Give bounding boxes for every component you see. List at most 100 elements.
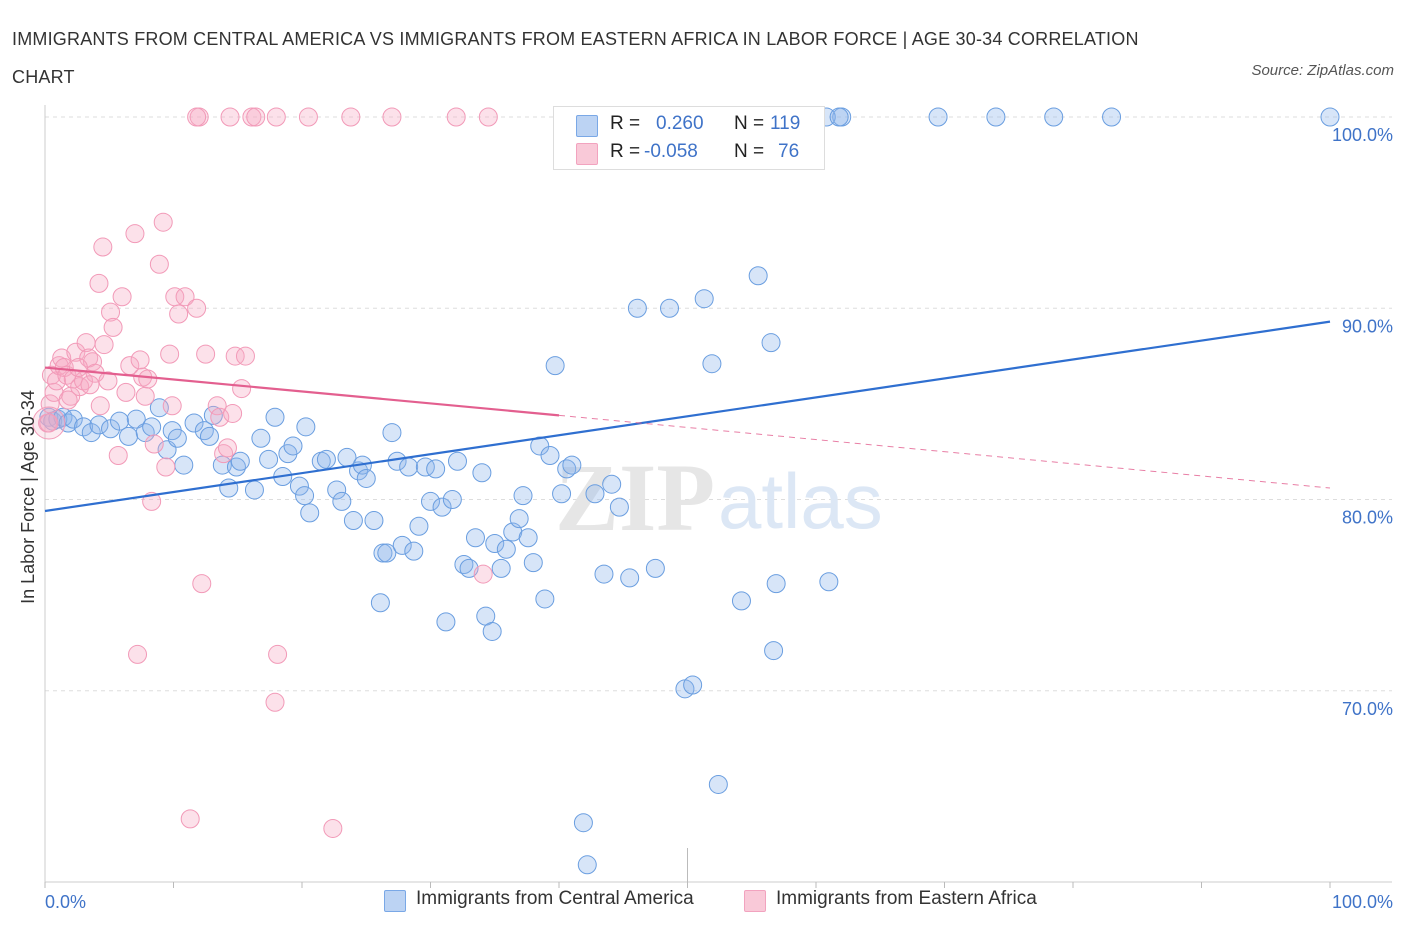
point-central-america: [370, 593, 390, 613]
point-eastern-africa: [220, 107, 240, 127]
point-eastern-africa: [298, 107, 318, 127]
point-central-america: [219, 478, 239, 498]
point-eastern-africa: [169, 304, 189, 324]
point-eastern-africa: [98, 371, 118, 391]
n-label: N =: [734, 141, 765, 162]
point-central-america: [119, 426, 139, 446]
point-eastern-africa: [80, 375, 100, 395]
point-central-america: [364, 511, 384, 531]
point-central-america: [58, 413, 78, 433]
point-central-america: [399, 457, 419, 477]
point-central-america: [766, 574, 786, 594]
point-central-america: [203, 405, 223, 425]
point-central-america: [1102, 107, 1122, 127]
watermark-zip: ZIP: [555, 444, 715, 551]
r-value: 0.260: [656, 113, 704, 134]
point-central-america: [226, 457, 246, 477]
point-eastern-africa: [265, 692, 285, 712]
point-central-america: [283, 436, 303, 456]
point-central-america: [174, 455, 194, 475]
point-eastern-africa: [232, 379, 252, 399]
point-central-america: [295, 486, 315, 506]
point-central-america: [332, 491, 352, 511]
point-central-america: [518, 528, 538, 548]
point-central-america: [447, 451, 467, 471]
point-eastern-africa: [478, 107, 498, 127]
n-label: N =: [734, 113, 765, 134]
axes: [44, 105, 1392, 888]
point-central-america: [343, 511, 363, 531]
point-eastern-africa: [207, 396, 227, 416]
trend-lines: [44, 320, 1331, 513]
trend-line-dashed-eastern-africa: [558, 414, 1331, 489]
point-eastern-africa: [225, 346, 245, 366]
point-central-america: [731, 591, 751, 611]
point-eastern-africa: [210, 407, 230, 427]
x-tick-max: 100.0%: [1332, 892, 1393, 912]
point-eastern-africa: [128, 644, 148, 664]
point-central-america: [627, 298, 647, 318]
point-eastern-africa: [144, 434, 164, 454]
point-central-america: [557, 459, 577, 479]
point-central-america: [316, 449, 336, 469]
point-eastern-africa: [112, 287, 132, 307]
point-eastern-africa: [214, 444, 234, 464]
point-central-america: [184, 413, 204, 433]
point-central-america: [251, 428, 271, 448]
point-eastern-africa-cluster: [32, 406, 66, 440]
y-tick-label: 80.0%: [1342, 508, 1393, 528]
y-tick-label: 90.0%: [1342, 316, 1393, 336]
point-central-america: [230, 451, 250, 471]
point-eastern-africa: [135, 386, 155, 406]
x-tick-min: 0.0%: [45, 892, 86, 912]
point-eastern-africa: [266, 107, 286, 127]
point-central-america: [259, 449, 279, 469]
point-central-america: [513, 486, 533, 506]
point-eastern-africa: [446, 107, 466, 127]
point-central-america: [436, 612, 456, 632]
trend-line-central-america: [44, 320, 1331, 513]
point-eastern-africa: [156, 457, 176, 477]
point-eastern-africa: [39, 413, 59, 433]
swatch-central-america: [576, 115, 598, 137]
y-axis-label: In Labor Force | Age 30-34: [18, 390, 38, 604]
point-eastern-africa: [187, 298, 207, 318]
point-eastern-africa: [473, 564, 493, 584]
point-central-america: [167, 428, 187, 448]
point-eastern-africa: [101, 302, 121, 322]
point-central-america: [392, 535, 412, 555]
point-eastern-africa: [116, 382, 136, 402]
point-central-america: [194, 421, 214, 441]
point-central-america: [199, 426, 219, 446]
r-label: R =: [610, 113, 641, 134]
point-central-america: [289, 476, 309, 496]
point-eastern-africa: [187, 107, 207, 127]
point-eastern-africa: [130, 350, 150, 370]
swatch-eastern-africa: [576, 143, 598, 165]
point-eastern-africa: [138, 369, 158, 389]
point-central-america: [577, 855, 597, 875]
point-central-america: [694, 289, 714, 309]
point-central-america: [472, 463, 492, 483]
point-eastern-africa: [341, 107, 361, 127]
point-eastern-africa: [382, 107, 402, 127]
point-eastern-africa: [83, 352, 103, 372]
point-eastern-africa: [125, 224, 145, 244]
point-eastern-africa: [192, 574, 212, 594]
point-central-america: [377, 543, 397, 563]
point-central-america: [535, 589, 555, 609]
point-central-america: [327, 480, 347, 500]
gridlines: [45, 116, 1392, 692]
y-tick-labels: 70.0% 80.0% 90.0% 100.0%: [1332, 125, 1393, 719]
point-eastern-africa: [89, 273, 109, 293]
point-central-america: [573, 813, 593, 833]
point-eastern-africa: [108, 446, 128, 466]
point-eastern-africa: [235, 346, 255, 366]
point-central-america: [126, 409, 146, 429]
point-eastern-africa: [153, 212, 173, 232]
point-central-america: [432, 497, 452, 517]
point-central-america: [829, 107, 849, 127]
point-eastern-africa: [68, 358, 88, 378]
point-central-america: [491, 558, 511, 578]
point-central-america: [523, 553, 543, 573]
